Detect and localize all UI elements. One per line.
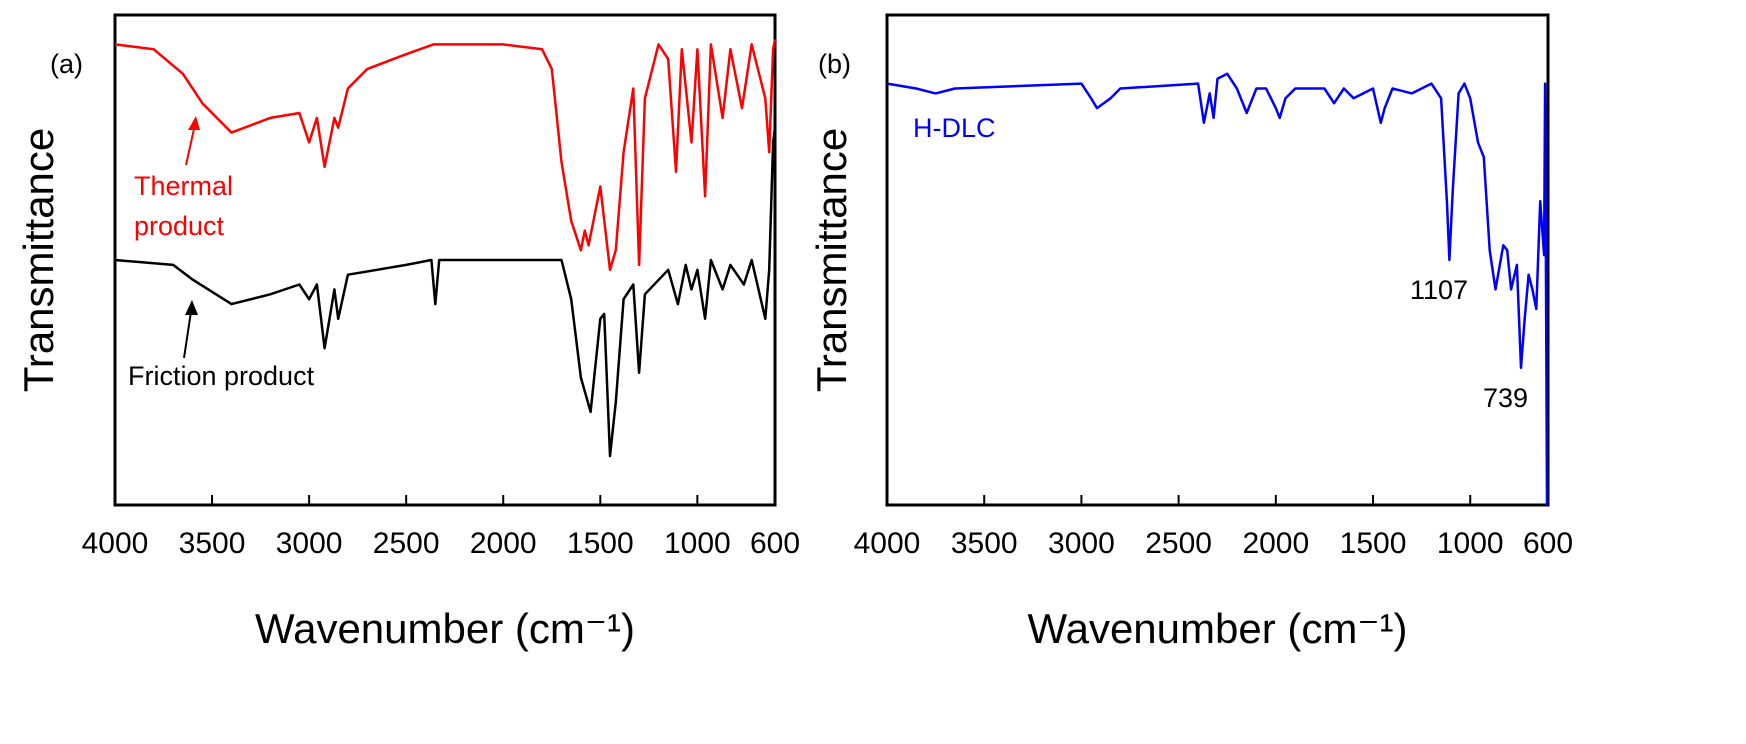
x-tick-label: 1500	[567, 527, 634, 560]
x-tick-label: 3500	[951, 527, 1018, 560]
annotation: H-DLC	[913, 113, 996, 143]
x-tick-label: 2000	[470, 527, 537, 560]
x-tick-label: 4000	[854, 527, 921, 560]
annotation: product	[134, 211, 225, 241]
x-axis-label: Wavenumber (cm⁻¹)	[1028, 605, 1408, 652]
x-tick-label: 3500	[179, 527, 246, 560]
x-tick-label: 3000	[276, 527, 343, 560]
spectrum-line	[114, 127, 777, 458]
annotation: 739	[1483, 383, 1528, 413]
spectrum-line	[886, 72, 1549, 506]
annotation: Thermal	[134, 171, 233, 201]
spectrum-line	[114, 39, 777, 272]
x-tick-label: 1000	[1437, 527, 1504, 560]
annotation: 1107	[1410, 275, 1468, 305]
x-tick-label: 3000	[1048, 527, 1115, 560]
panel-label: (b)	[818, 49, 851, 79]
annotation: Friction product	[128, 361, 315, 391]
x-tick-label: 4000	[82, 527, 149, 560]
y-axis-label: Transmittance	[808, 128, 855, 393]
x-tick-label: 2500	[373, 527, 440, 560]
arrowhead	[188, 116, 200, 130]
x-tick-label: 600	[1523, 527, 1573, 560]
plot-frame	[885, 13, 1550, 507]
x-tick-label: 600	[750, 527, 800, 560]
x-tick-label: 1500	[1340, 527, 1407, 560]
panel-label: (a)	[50, 49, 83, 79]
x-tick-label: 1000	[664, 527, 731, 560]
x-tick-label: 2000	[1242, 527, 1309, 560]
arrowhead	[185, 300, 198, 315]
y-axis-label: Transmittance	[15, 128, 62, 393]
x-axis-label: Wavenumber (cm⁻¹)	[255, 605, 635, 652]
x-tick-label: 2500	[1145, 527, 1212, 560]
